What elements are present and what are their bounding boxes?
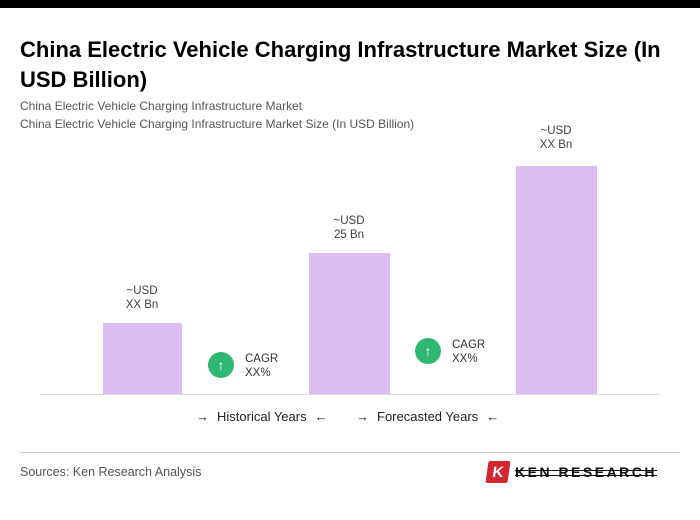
bar-value-label: ~USD XX Bn bbox=[511, 124, 601, 152]
bar-value-label-line1: ~USD bbox=[333, 215, 365, 227]
arrow-right-icon: → bbox=[356, 409, 369, 424]
axis-group-forecasted: → Forecasted Years ← bbox=[356, 409, 499, 424]
bar-value-label-line2: XX Bn bbox=[539, 139, 573, 151]
cagr-badge-text: CAGR XX% bbox=[452, 338, 485, 366]
chart-subtitle-line2: China Electric Vehicle Charging Infrastr… bbox=[20, 117, 415, 131]
bar-forecasted bbox=[516, 166, 597, 395]
logo-wordmark: KEN RESEARCH bbox=[515, 462, 658, 482]
sources-text: Sources: Ken Research Analysis bbox=[20, 465, 202, 479]
bar-value-label-line1: ~USD bbox=[126, 285, 158, 297]
cagr-value: XX% bbox=[452, 353, 478, 365]
page-title: China Electric Vehicle Charging Infrastr… bbox=[20, 36, 661, 92]
cagr-badge: ↑ CAGR XX% bbox=[415, 338, 485, 366]
bar-value-label-line2: XX Bn bbox=[125, 299, 159, 311]
logo-k-icon: K bbox=[485, 461, 511, 483]
bar-historical bbox=[103, 323, 182, 395]
bar-value-label: ~USD 25 Bn bbox=[304, 214, 394, 242]
cagr-badge: ↑ CAGR XX% bbox=[208, 352, 278, 380]
bar-value-label-line2: 25 Bn bbox=[333, 229, 365, 241]
cagr-label: CAGR bbox=[452, 339, 486, 351]
logo-stripe-line bbox=[515, 475, 658, 476]
chart-subtitle-line1: China Electric Vehicle Charging Infrastr… bbox=[20, 99, 303, 113]
arrow-left-icon: ← bbox=[486, 409, 500, 424]
arrow-right-icon: → bbox=[196, 409, 209, 424]
up-arrow-glyph: ↑ bbox=[217, 357, 225, 373]
cagr-value: XX% bbox=[245, 367, 271, 379]
bar-value-label-line1: ~USD bbox=[540, 125, 572, 137]
logo-wordmark-text: KEN RESEARCH bbox=[515, 464, 658, 480]
axis-group-historical: → Historical Years ← bbox=[196, 409, 328, 424]
cagr-label: CAGR bbox=[245, 353, 279, 365]
up-arrow-icon: ↑ bbox=[415, 338, 441, 364]
top-black-bar bbox=[0, 0, 700, 8]
logo-k-glyph: K bbox=[491, 463, 505, 481]
arrow-left-icon: ← bbox=[314, 409, 328, 424]
x-axis-line bbox=[40, 394, 660, 395]
bar-current bbox=[309, 253, 390, 395]
cagr-badge-text: CAGR XX% bbox=[245, 352, 278, 380]
historical-years-label: Historical Years bbox=[217, 409, 307, 424]
logo-stripe-line bbox=[515, 470, 658, 471]
forecasted-years-label: Forecasted Years bbox=[377, 409, 479, 424]
footer-divider bbox=[20, 452, 680, 453]
bar-value-label: ~USD XX Bn bbox=[97, 284, 187, 312]
up-arrow-icon: ↑ bbox=[208, 352, 234, 378]
ken-research-logo: K KEN RESEARCH bbox=[485, 461, 658, 483]
up-arrow-glyph: ↑ bbox=[424, 343, 432, 359]
